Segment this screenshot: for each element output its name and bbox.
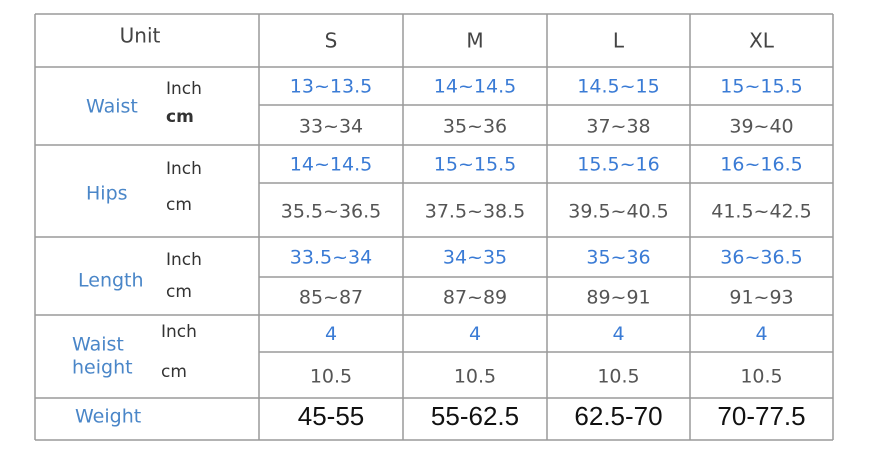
unit-label: Inch: [166, 250, 202, 270]
unit-label: cm: [166, 282, 192, 302]
row-label: height: [72, 357, 133, 379]
inch-value: 13~13.5: [290, 76, 372, 98]
inch-value: 34~35: [443, 247, 507, 269]
unit-label: cm: [161, 362, 187, 382]
inch-value: 4: [469, 323, 481, 345]
cm-value: 35.5~36.5: [281, 201, 382, 223]
cm-value: 85~87: [299, 287, 363, 309]
cm-value: 87~89: [443, 287, 507, 309]
inch-value: 33.5~34: [290, 247, 372, 269]
cm-value: 91~93: [729, 287, 793, 309]
inch-value: 14.5~15: [577, 76, 659, 98]
cm-value: 39.5~40.5: [568, 201, 669, 223]
inch-value: 4: [755, 323, 767, 345]
unit-label: Inch: [161, 322, 197, 342]
cm-value: 39~40: [729, 116, 793, 138]
weight-value: 55-62.5: [431, 401, 519, 431]
cm-value: 10.5: [454, 366, 496, 388]
unit-label: Inch: [166, 79, 202, 99]
cm-value: 37.5~38.5: [425, 201, 526, 223]
cm-value: 41.5~42.5: [711, 201, 812, 223]
header-cell: XL: [749, 29, 775, 53]
row-label: Weight: [75, 406, 141, 428]
unit-label: cm: [166, 195, 192, 215]
inch-value: 14~14.5: [290, 154, 372, 176]
header-cell: L: [613, 29, 625, 53]
header-cell: Unit: [120, 24, 161, 48]
header-cell: S: [325, 29, 338, 53]
weight-value: 62.5-70: [574, 401, 662, 431]
unit-label: Inch: [166, 159, 202, 179]
weight-value: 70-77.5: [717, 401, 805, 431]
cm-value: 89~91: [586, 287, 650, 309]
inch-value: 15~15.5: [434, 154, 516, 176]
inch-value: 4: [325, 323, 337, 345]
row-label: Waist: [86, 96, 138, 118]
inch-value: 14~14.5: [434, 76, 516, 98]
inch-value: 15.5~16: [577, 154, 659, 176]
cm-value: 10.5: [597, 366, 639, 388]
weight-value: 45-55: [298, 401, 365, 431]
cm-value: 35~36: [443, 116, 507, 138]
cm-value: 10.5: [310, 366, 352, 388]
row-label: Length: [78, 270, 144, 292]
row-label: Hips: [86, 183, 128, 205]
cm-value: 37~38: [586, 116, 650, 138]
inch-value: 16~16.5: [720, 154, 802, 176]
unit-label: cm: [166, 107, 194, 127]
inch-value: 4: [612, 323, 624, 345]
row-label: Waist: [72, 334, 124, 356]
cm-value: 10.5: [740, 366, 782, 388]
inch-value: 35~36: [586, 247, 650, 269]
inch-value: 36~36.5: [720, 247, 802, 269]
inch-value: 15~15.5: [720, 76, 802, 98]
cm-value: 33~34: [299, 116, 363, 138]
header-cell: M: [466, 29, 483, 53]
